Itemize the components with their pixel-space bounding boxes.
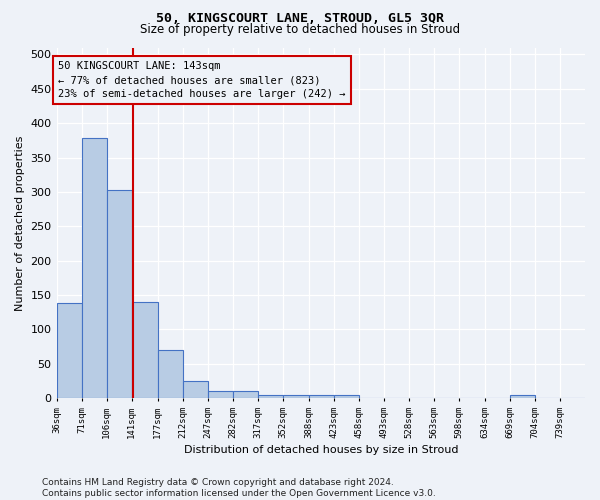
Bar	[283, 394, 308, 398]
Bar	[132, 302, 158, 398]
Bar	[334, 394, 359, 398]
Bar	[107, 190, 132, 398]
Bar	[56, 304, 82, 398]
X-axis label: Distribution of detached houses by size in Stroud: Distribution of detached houses by size …	[184, 445, 458, 455]
Bar	[82, 138, 107, 398]
Bar	[258, 394, 283, 398]
Text: Size of property relative to detached houses in Stroud: Size of property relative to detached ho…	[140, 22, 460, 36]
Y-axis label: Number of detached properties: Number of detached properties	[15, 135, 25, 310]
Bar	[208, 392, 233, 398]
Bar	[158, 350, 182, 398]
Text: Contains HM Land Registry data © Crown copyright and database right 2024.
Contai: Contains HM Land Registry data © Crown c…	[42, 478, 436, 498]
Text: 50, KINGSCOURT LANE, STROUD, GL5 3QR: 50, KINGSCOURT LANE, STROUD, GL5 3QR	[156, 12, 444, 26]
Bar	[182, 381, 208, 398]
Bar	[510, 394, 535, 398]
Bar	[233, 392, 258, 398]
Bar	[308, 394, 334, 398]
Text: 50 KINGSCOURT LANE: 143sqm
← 77% of detached houses are smaller (823)
23% of sem: 50 KINGSCOURT LANE: 143sqm ← 77% of deta…	[58, 62, 346, 100]
